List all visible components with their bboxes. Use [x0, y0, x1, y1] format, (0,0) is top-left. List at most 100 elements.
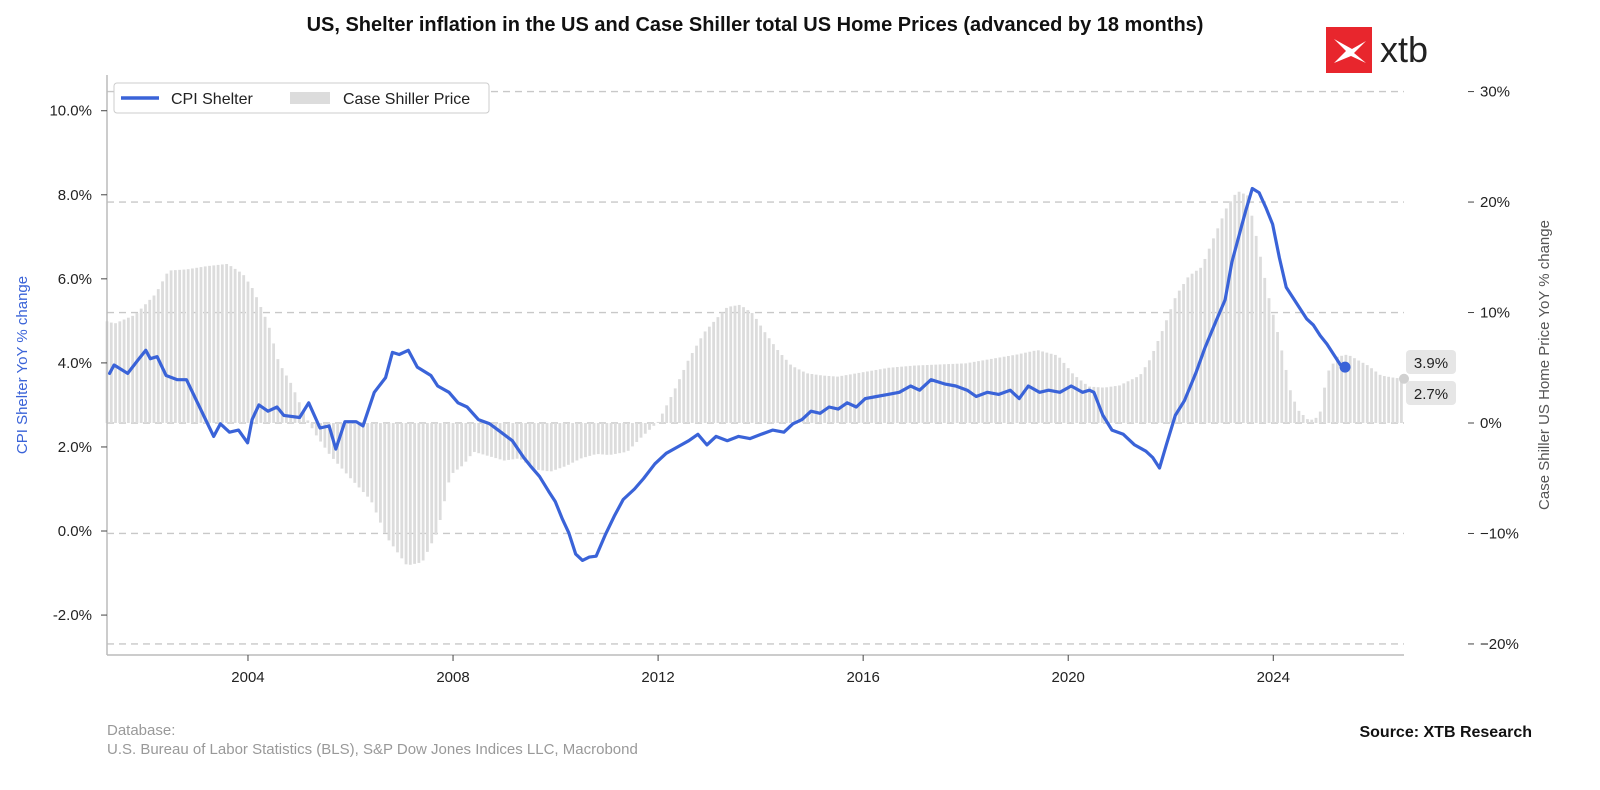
- case-shiller-bar: [1203, 258, 1207, 423]
- case-shiller-bar: [1109, 386, 1113, 423]
- case-shiller-bar: [660, 413, 664, 423]
- case-shiller-bar: [408, 423, 412, 565]
- case-shiller-bar: [1083, 383, 1087, 423]
- case-shiller-bar: [1194, 270, 1198, 423]
- case-shiller-bar: [609, 423, 613, 455]
- case-shiller-bar: [998, 357, 1002, 423]
- case-shiller-bar: [430, 423, 434, 544]
- case-shiller-bar: [848, 374, 852, 423]
- case-shiller-bar: [1143, 367, 1147, 423]
- legend-entry-cpi-shelter: CPI Shelter: [171, 91, 253, 108]
- case-shiller-bar: [255, 297, 258, 423]
- case-shiller-bar: [1374, 371, 1378, 423]
- case-shiller-bar: [566, 423, 570, 465]
- case-shiller-bar: [930, 364, 933, 423]
- case-shiller-bar: [1186, 277, 1190, 423]
- case-shiller-bar: [1310, 419, 1314, 423]
- case-shiller-bar: [1331, 363, 1335, 423]
- case-shiller-bar: [810, 374, 814, 423]
- case-shiller-bar: [250, 288, 254, 423]
- case-shiller-bar: [977, 361, 980, 423]
- case-shiller-bar: [1357, 360, 1361, 423]
- case-shiller-bar: [302, 412, 305, 423]
- xtb-logo-x-icon: [1334, 39, 1366, 63]
- case-shiller-bar: [182, 269, 186, 423]
- case-shiller-bar: [934, 364, 938, 423]
- case-shiller-bar: [114, 323, 117, 423]
- case-shiller-bar: [173, 270, 177, 423]
- case-shiller-bar: [216, 264, 220, 423]
- case-shiller-bar: [199, 267, 203, 423]
- chart-title: US, Shelter inflation in the US and Case…: [307, 14, 1204, 36]
- case-shiller-bar: [1267, 298, 1271, 423]
- case-shiller-bar: [921, 365, 925, 423]
- case-shiller-bar: [490, 423, 493, 457]
- case-shiller-bar: [528, 423, 532, 466]
- case-shiller-bar: [426, 423, 429, 552]
- case-shiller-bar: [1327, 370, 1331, 423]
- case-shiller-bar: [639, 423, 643, 438]
- x-tick-label: 2012: [641, 669, 674, 686]
- case-shiller-bar: [169, 270, 173, 423]
- case-shiller-bar: [118, 321, 122, 423]
- case-shiller-bar: [379, 423, 382, 523]
- case-shiller-bar: [1011, 355, 1015, 423]
- xtb-logo-text: xtb: [1380, 29, 1428, 70]
- case-shiller-bar: [472, 423, 476, 452]
- case-shiller-bar: [908, 365, 912, 423]
- case-shiller-bar: [238, 271, 241, 423]
- case-shiller-bar: [643, 423, 647, 434]
- case-shiller-bar: [831, 376, 835, 423]
- left-axis-label: CPI Shelter YoY % change: [14, 276, 31, 454]
- case-shiller-bar: [1395, 378, 1399, 423]
- case-shiller-bar: [1335, 356, 1339, 423]
- case-shiller-bar: [314, 423, 318, 436]
- case-shiller-bar: [464, 423, 468, 462]
- case-shiller-bar: [323, 423, 327, 448]
- case-shiller-bar: [1314, 417, 1318, 423]
- case-shiller-bar: [678, 379, 681, 423]
- case-shiller-bar: [1318, 411, 1322, 423]
- case-shiller-bar: [285, 375, 288, 423]
- case-shiller-bar: [1156, 341, 1160, 423]
- case-shiller-bar: [951, 363, 955, 423]
- case-shiller-bar: [1323, 387, 1326, 423]
- case-shiller-bar: [1122, 383, 1126, 423]
- left-axis-ticks: -2.0% 0.0% 2.0% 4.0% 6.0% 8.0% 10.0%: [49, 103, 107, 624]
- case-shiller-bar: [1160, 331, 1164, 423]
- case-shiller-bar: [686, 360, 690, 423]
- x-tick-label: 2004: [231, 669, 264, 686]
- case-shiller-bar: [844, 375, 848, 423]
- case-shiller-bar: [1066, 368, 1070, 423]
- case-shiller-bar: [1053, 354, 1057, 423]
- left-tick-label: 8.0%: [58, 187, 92, 204]
- case-shiller-bar: [801, 371, 805, 423]
- case-shiller-bar: [1147, 360, 1151, 423]
- case-shiller-bar: [1288, 390, 1292, 423]
- case-shiller-bar: [485, 423, 489, 456]
- case-shiller-bar: [144, 304, 147, 423]
- case-shiller-bar: [605, 423, 609, 455]
- case-shiller-bar: [648, 423, 651, 430]
- case-shiller-bar: [515, 423, 519, 459]
- case-shiller-bar: [259, 307, 263, 423]
- case-shiller-bar: [913, 365, 916, 423]
- case-shiller-bar: [960, 363, 963, 423]
- case-shiller-bar: [370, 423, 374, 503]
- case-shiller-bar: [1365, 365, 1369, 423]
- case-shiller-bar: [161, 281, 164, 423]
- case-shiller-bar: [1049, 353, 1053, 423]
- case-shiller-bar: [772, 344, 775, 423]
- case-shiller-bar: [1216, 228, 1220, 423]
- case-shiller-bar: [1105, 387, 1109, 423]
- case-shiller-bar: [1071, 373, 1074, 423]
- case-shiller-bar: [592, 423, 596, 455]
- case-shiller-bar: [904, 366, 908, 423]
- case-shiller-bar: [571, 423, 575, 463]
- case-shiller-bar: [1177, 290, 1181, 423]
- case-shiller-bar: [349, 423, 352, 479]
- legend-entry-case-shiller: Case Shiller Price: [343, 91, 470, 108]
- case-shiller-bar: [1062, 362, 1066, 423]
- case-shiller-bar: [1246, 195, 1250, 423]
- case-shiller-bar: [383, 423, 387, 533]
